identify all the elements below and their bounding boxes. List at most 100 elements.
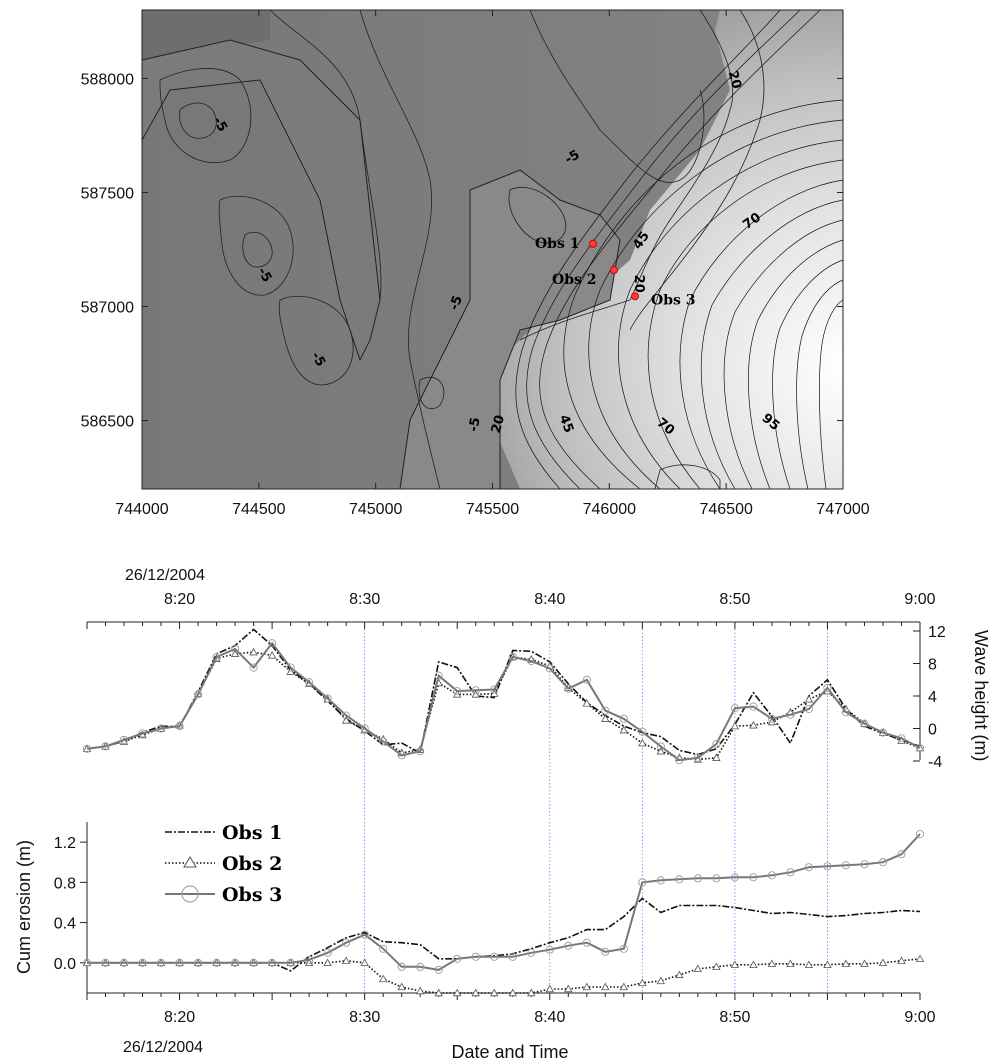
legend-label: Obs 3	[222, 884, 282, 906]
wave-point-circle	[119, 735, 129, 744]
wave-point-circle	[619, 714, 628, 723]
wave-point-circle	[194, 690, 203, 699]
wave-ticks: 8:20 8:30 8:40 8:50 9:00 -4 0 4 8 12	[86, 591, 946, 771]
wave-y-tick-label: -4	[928, 754, 942, 771]
erosion-point-circle	[786, 868, 795, 877]
map-x-tick-label: 745500	[466, 501, 519, 518]
contour-map: 744000 744500 745000 745500 746000 746500 7470…	[81, 9, 870, 518]
erosion-point-circle	[712, 874, 721, 883]
contour-map-fill	[142, 10, 843, 489]
wave-point-triangle	[656, 746, 666, 755]
wave-point-circle	[823, 683, 832, 692]
wave-point-circle	[675, 756, 684, 765]
wave-point-triangle	[804, 694, 814, 703]
erosion-point-triangle	[378, 974, 388, 983]
wave-x-tick-label: 8:30	[349, 591, 380, 608]
erosion-point-triangle	[582, 982, 591, 991]
wave-x-tick-label: 8:40	[534, 591, 565, 608]
wave-point-triangle	[230, 649, 240, 657]
erosion-bottom-date: 26/12/2004	[123, 1039, 203, 1056]
erosion-point-circle	[841, 861, 851, 870]
erosion-point-circle	[82, 958, 92, 967]
wave-point-circle	[323, 694, 332, 703]
erosion-point-circle	[656, 876, 665, 885]
contour-label: -5	[210, 115, 230, 135]
erosion-point-triangle	[712, 962, 721, 971]
map-x-tick-label: 746500	[699, 501, 752, 518]
erosion-point-circle	[231, 958, 240, 967]
wave-point-circle	[545, 664, 554, 673]
erosion-point-circle	[490, 952, 499, 961]
erosion-point-triangle	[619, 982, 629, 991]
wave-point-triangle	[341, 716, 351, 724]
wave-point-triangle	[267, 651, 277, 659]
erosion-point-circle	[619, 944, 628, 953]
erosion-point-triangle	[341, 956, 351, 965]
contour-label: -5	[447, 294, 466, 313]
erosion-point-triangle	[693, 964, 703, 973]
wave-x-tick-label: 8:50	[719, 591, 750, 608]
wave-point-circle	[527, 657, 536, 666]
erosion-point-circle	[119, 958, 129, 967]
erosion-point-triangle	[545, 984, 554, 993]
wave-point-circle	[582, 675, 591, 684]
wave-point-circle	[397, 751, 406, 760]
wave-point-triangle	[749, 720, 758, 729]
peak-contours	[515, 10, 843, 489]
wave-point-circle	[231, 644, 240, 653]
observation-point-label: Obs 2	[552, 272, 596, 288]
wave-point-circle	[656, 742, 665, 751]
map-x-tick-label: 744000	[115, 501, 168, 518]
erosion-xlabel: Date and Time	[451, 1042, 568, 1062]
erosion-point-circle	[138, 958, 147, 967]
erosion-point-triangle	[749, 960, 758, 969]
wave-point-circle	[453, 687, 462, 696]
erosion-series-line-1	[87, 897, 921, 972]
erosion-point-circle	[379, 944, 388, 953]
erosion-x-tick-label: 8:30	[349, 1009, 380, 1026]
erosion-point-triangle	[786, 959, 795, 968]
wave-point-circle	[841, 708, 851, 717]
wave-point-circle	[286, 663, 295, 672]
erosion-point-circle	[156, 958, 166, 967]
observation-point-marker	[610, 266, 619, 275]
contour-label: 45	[556, 413, 576, 435]
erosion-point-triangle	[656, 976, 666, 985]
erosion-point-triangle	[416, 986, 425, 995]
wave-point-circle	[860, 719, 869, 728]
wave-point-triangle	[601, 714, 610, 722]
contour-label: -5	[308, 350, 328, 370]
wave-point-circle	[342, 711, 351, 720]
wave-y-tick-label: 12	[928, 624, 946, 641]
erosion-gridlines	[364, 822, 828, 993]
erosion-y-tick-label: 0.4	[54, 916, 76, 933]
wave-x-tick-label: 9:00	[904, 591, 935, 608]
erosion-point-circle	[175, 958, 184, 967]
wave-height-chart: 26/12/2004 8:20 8:30 8:40 8:50 9:00 -4 0 4 8 12 W…	[82, 567, 991, 820]
wave-point-circle	[268, 639, 277, 648]
map-y-tick-label: 587000	[81, 300, 134, 317]
erosion-point-circle	[749, 873, 758, 882]
observation-point-label: Obs 1	[535, 236, 579, 252]
wave-x-tick-label: 8:20	[164, 591, 195, 608]
legend-marker-triangle	[183, 856, 197, 868]
erosion-point-triangle	[915, 954, 925, 962]
wave-point-circle	[786, 710, 795, 719]
erosion-point-circle	[323, 948, 332, 957]
erosion-point-circle	[638, 878, 647, 887]
erosion-point-circle	[249, 958, 258, 967]
wave-point-circle	[712, 739, 721, 748]
erosion-point-circle	[823, 862, 832, 871]
erosion-point-triangle	[434, 988, 443, 997]
wave-point-circle	[175, 722, 184, 731]
erosion-point-triangle	[564, 984, 573, 993]
wave-point-circle	[749, 702, 758, 711]
erosion-point-circle	[878, 858, 888, 867]
map-x-tick-label: 746000	[583, 501, 636, 518]
erosion-chart: 8:20 8:30 8:40 8:50 9:00 0.0 0.4 0.8 1.2 26/12/2…	[14, 822, 936, 1062]
legend: Obs 1 Obs 2 Obs 3	[165, 822, 282, 906]
wave-series-line-1	[86, 628, 921, 756]
wave-point-circle	[82, 744, 92, 753]
wave-point-circle	[638, 727, 647, 736]
wave-point-circle	[804, 704, 813, 714]
